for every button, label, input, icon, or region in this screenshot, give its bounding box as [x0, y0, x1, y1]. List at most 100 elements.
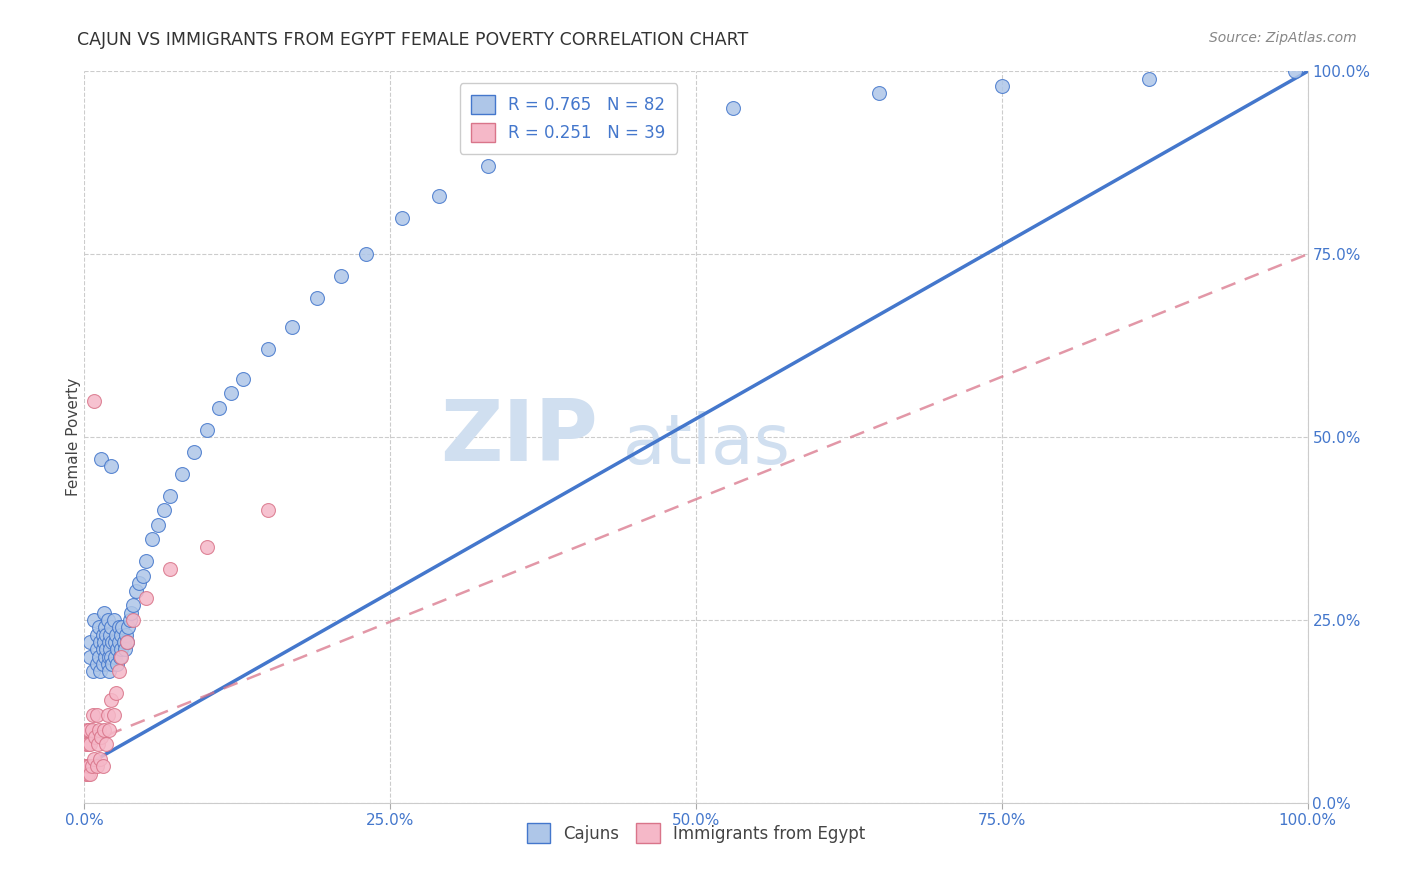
- Point: [97, 657, 120, 671]
- Point: [159, 562, 181, 576]
- Point: [77, 759, 100, 773]
- Point: [281, 320, 304, 334]
- Point: [91, 627, 114, 641]
- Point: [128, 576, 150, 591]
- Point: [122, 613, 145, 627]
- Point: [427, 188, 450, 202]
- Point: [132, 569, 155, 583]
- Text: CAJUN VS IMMIGRANTS FROM EGYPT FEMALE POVERTY CORRELATION CHART: CAJUN VS IMMIGRANTS FROM EGYPT FEMALE PO…: [77, 31, 748, 49]
- Point: [391, 211, 413, 225]
- Point: [477, 160, 499, 174]
- Point: [208, 401, 231, 415]
- Point: [96, 642, 118, 657]
- Text: Source: ZipAtlas.com: Source: ZipAtlas.com: [1209, 31, 1357, 45]
- Point: [90, 452, 112, 467]
- Point: [80, 723, 103, 737]
- Point: [105, 642, 128, 657]
- Point: [110, 627, 132, 641]
- Point: [87, 723, 110, 737]
- Text: atlas: atlas: [623, 411, 790, 478]
- Point: [141, 533, 163, 547]
- Point: [93, 635, 115, 649]
- Point: [991, 78, 1014, 93]
- Point: [195, 423, 218, 437]
- Point: [94, 620, 117, 634]
- Point: [108, 649, 131, 664]
- Point: [115, 635, 138, 649]
- Point: [97, 664, 120, 678]
- Point: [107, 620, 129, 634]
- Point: [330, 269, 353, 284]
- Point: [1284, 64, 1306, 78]
- Point: [305, 291, 328, 305]
- Point: [125, 583, 148, 598]
- Point: [76, 723, 98, 737]
- Point: [122, 599, 145, 613]
- Point: [100, 649, 122, 664]
- Point: [89, 752, 111, 766]
- Point: [97, 635, 120, 649]
- Legend: Cajuns, Immigrants from Egypt: Cajuns, Immigrants from Egypt: [520, 817, 872, 849]
- Point: [90, 730, 112, 744]
- Y-axis label: Female Poverty: Female Poverty: [66, 378, 80, 496]
- Point: [77, 737, 100, 751]
- Point: [94, 649, 117, 664]
- Point: [89, 664, 111, 678]
- Point: [83, 393, 105, 408]
- Point: [97, 649, 120, 664]
- Point: [82, 664, 104, 678]
- Point: [257, 343, 280, 357]
- Point: [80, 759, 103, 773]
- Point: [97, 723, 120, 737]
- Point: [104, 635, 127, 649]
- Point: [75, 766, 97, 780]
- Point: [100, 459, 122, 474]
- Point: [354, 247, 377, 261]
- Point: [82, 708, 104, 723]
- Point: [100, 693, 122, 707]
- Point: [86, 642, 108, 657]
- Point: [77, 723, 100, 737]
- Point: [86, 708, 108, 723]
- Point: [93, 723, 115, 737]
- Point: [172, 467, 194, 481]
- Point: [89, 635, 111, 649]
- Point: [96, 737, 118, 751]
- Point: [115, 635, 138, 649]
- Point: [91, 759, 114, 773]
- Point: [257, 503, 280, 517]
- Point: [101, 635, 124, 649]
- Point: [195, 540, 218, 554]
- Point: [73, 759, 96, 773]
- Point: [83, 613, 105, 627]
- Point: [86, 657, 108, 671]
- Point: [93, 606, 115, 620]
- Point: [105, 686, 128, 700]
- Point: [110, 642, 132, 657]
- Point: [135, 554, 157, 568]
- Point: [86, 759, 108, 773]
- Text: ZIP: ZIP: [440, 395, 598, 479]
- Point: [112, 635, 135, 649]
- Point: [118, 613, 141, 627]
- Point: [599, 115, 621, 129]
- Point: [526, 137, 548, 152]
- Point: [104, 649, 127, 664]
- Point: [115, 627, 138, 641]
- Point: [86, 627, 108, 641]
- Point: [98, 627, 121, 641]
- Point: [114, 642, 136, 657]
- Point: [83, 752, 105, 766]
- Point: [75, 737, 97, 751]
- Point: [97, 708, 120, 723]
- Point: [117, 620, 139, 634]
- Point: [76, 759, 98, 773]
- Point: [135, 591, 157, 605]
- Point: [96, 627, 118, 641]
- Point: [97, 613, 120, 627]
- Point: [146, 517, 169, 532]
- Point: [101, 657, 124, 671]
- Point: [869, 87, 891, 101]
- Point: [159, 489, 181, 503]
- Point: [100, 620, 122, 634]
